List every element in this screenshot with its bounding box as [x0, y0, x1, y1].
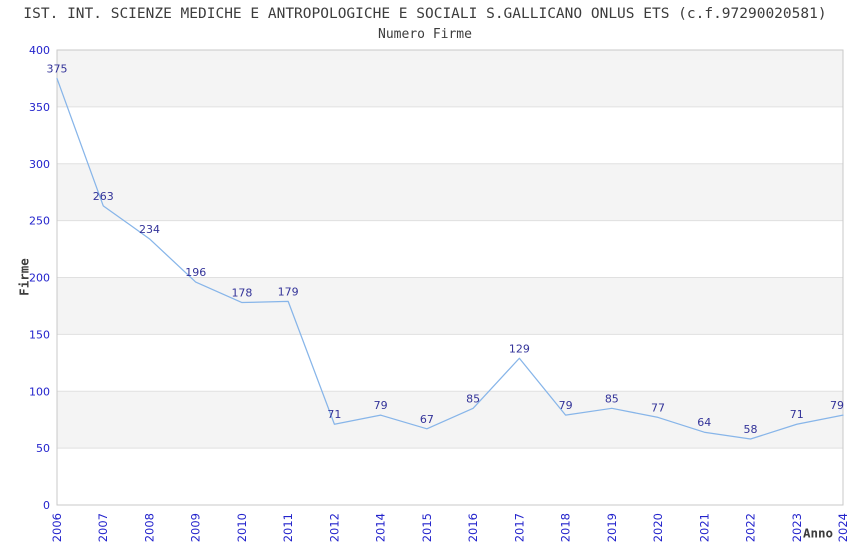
- x-tick-label: 2010: [235, 513, 249, 542]
- x-tick-label: 2023: [790, 513, 804, 542]
- plot-band: [57, 163, 843, 221]
- y-tick-label: 400: [29, 44, 50, 57]
- x-tick-label: 2017: [512, 513, 526, 542]
- value-label: 178: [231, 287, 252, 300]
- x-tick-label: 2022: [744, 513, 758, 542]
- page-title: IST. INT. SCIENZE MEDICHE E ANTROPOLOGIC…: [23, 6, 827, 22]
- x-tick-label: 2016: [466, 513, 480, 542]
- value-label: 85: [605, 392, 619, 405]
- x-tick-label: 2018: [559, 513, 573, 542]
- x-tick-label: 2008: [142, 513, 156, 542]
- value-label: 67: [420, 413, 434, 426]
- data-line: [56, 77, 844, 440]
- value-label: 196: [185, 266, 206, 279]
- value-label: 85: [466, 392, 480, 405]
- y-tick-label: 0: [43, 499, 50, 512]
- chart-subtitle: Numero Firme: [378, 27, 472, 42]
- y-tick-label: 150: [29, 328, 50, 341]
- value-label: 79: [374, 399, 388, 412]
- x-tick-label: 2007: [96, 513, 110, 542]
- value-label: 263: [93, 190, 114, 203]
- value-label: 71: [327, 408, 341, 421]
- plot-band: [57, 334, 843, 392]
- y-tick-label: 300: [29, 158, 50, 171]
- plot-band: [57, 391, 843, 449]
- x-tick-label: 2011: [281, 513, 295, 542]
- plot-band: [57, 448, 843, 505]
- x-tick-label: 2006: [50, 513, 64, 542]
- y-tick-label: 50: [36, 442, 50, 455]
- y-tick-label: 350: [29, 101, 50, 114]
- value-label: 79: [830, 399, 844, 412]
- value-label: 71: [790, 408, 804, 421]
- value-label: 58: [744, 423, 758, 436]
- value-label: 129: [509, 342, 530, 355]
- x-tick-label: 2021: [697, 513, 711, 542]
- plot-band: [57, 50, 843, 107]
- plot-band: [57, 220, 843, 278]
- y-axis-title: Firme: [16, 258, 32, 296]
- plot-band: [57, 277, 843, 335]
- y-tick-label: 250: [29, 215, 50, 228]
- x-tick-label: 2009: [189, 513, 203, 542]
- y-tick-label: 100: [29, 385, 50, 398]
- value-label: 375: [47, 62, 68, 75]
- plot-border: [56, 49, 844, 506]
- x-tick-label: 2015: [420, 513, 434, 542]
- x-tick-label: 2012: [327, 513, 341, 542]
- value-label: 234: [139, 223, 160, 236]
- value-label: 64: [697, 416, 711, 429]
- y-tick-label: 200: [29, 272, 50, 285]
- x-tick-label: 2020: [651, 513, 665, 542]
- x-axis-title: Anno: [802, 525, 834, 541]
- value-label: 77: [651, 401, 665, 414]
- plot-band: [57, 106, 843, 164]
- value-label: 179: [278, 285, 299, 298]
- x-tick-label: 2014: [374, 513, 388, 542]
- value-label: 79: [559, 399, 573, 412]
- x-tick-label: 2024: [836, 513, 850, 542]
- x-tick-label: 2019: [605, 513, 619, 542]
